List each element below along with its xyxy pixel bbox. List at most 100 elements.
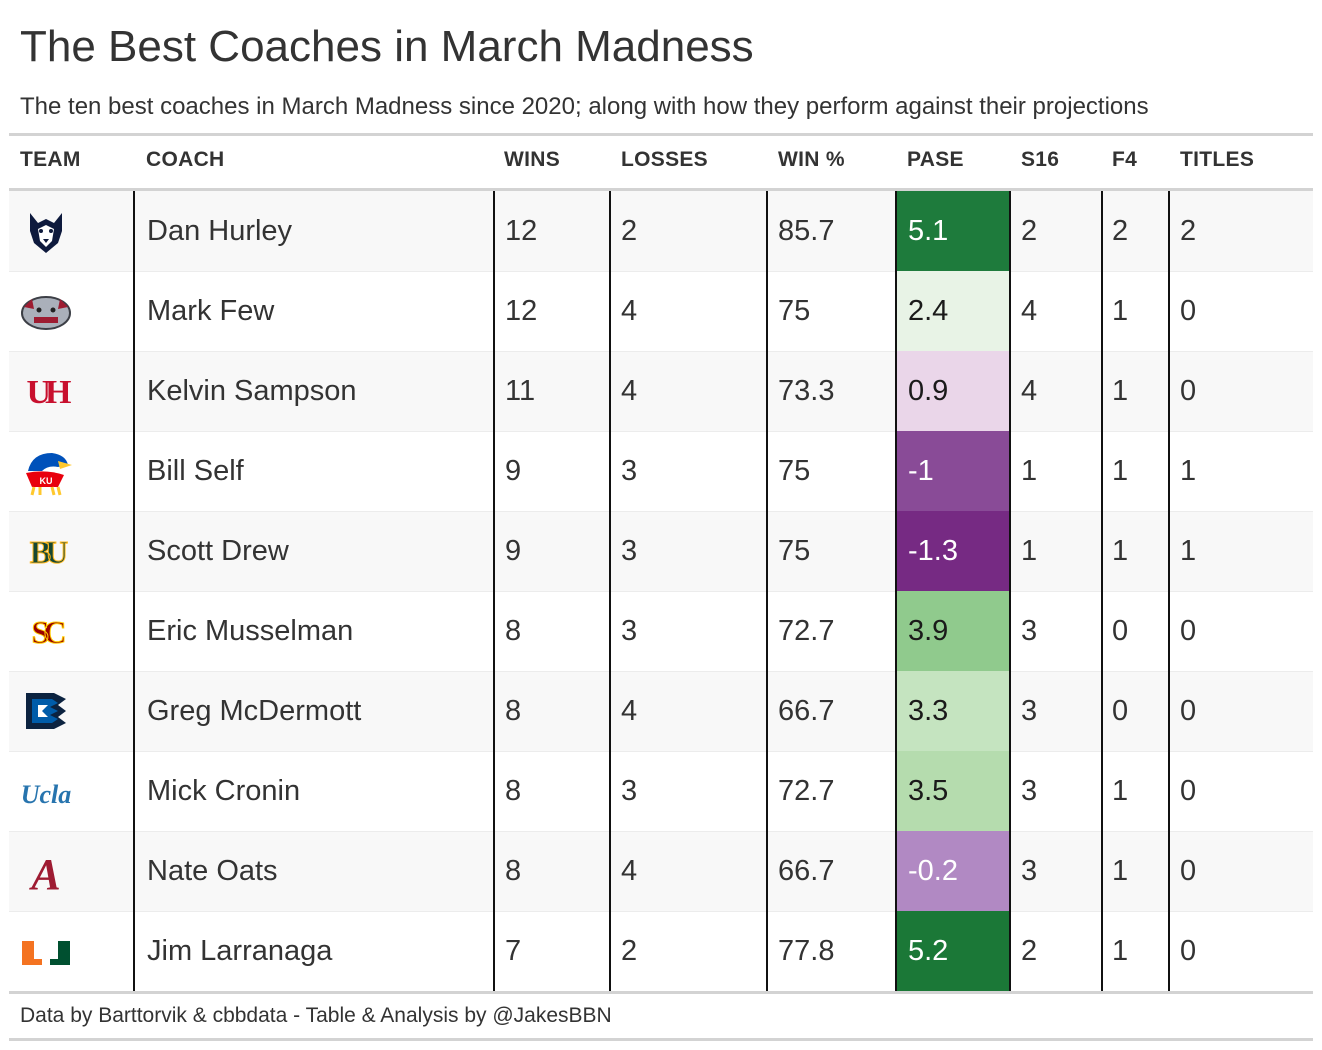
f4-value: 1 xyxy=(1112,775,1129,807)
interlocking-bu-icon: BU xyxy=(29,534,74,571)
column-header-win-pct: WIN % xyxy=(778,148,845,171)
win-pct-value: 75 xyxy=(778,535,811,567)
column-divider xyxy=(609,191,611,991)
pase-cell: 3.9 xyxy=(897,591,1009,671)
column-header-titles: TITLES xyxy=(1180,148,1255,171)
s16-value: 3 xyxy=(1021,695,1038,727)
wins-value: 11 xyxy=(505,375,536,407)
win-pct-value: 73.3 xyxy=(778,375,835,407)
titles-value: 0 xyxy=(1180,935,1197,967)
chart-title: The Best Coaches in March Madness xyxy=(20,22,754,71)
table-row xyxy=(9,271,1313,351)
table-row xyxy=(9,351,1313,431)
header-bottom-rule xyxy=(9,188,1313,191)
column-divider xyxy=(1101,191,1103,991)
column-divider xyxy=(1168,191,1170,991)
table-row xyxy=(9,511,1313,591)
column-header-losses: LOSSES xyxy=(621,148,708,171)
pase-cell: 3.3 xyxy=(897,671,1009,751)
pase-value: 2.4 xyxy=(908,295,949,327)
win-pct-value: 66.7 xyxy=(778,855,835,887)
win-pct-value: 75 xyxy=(778,455,811,487)
column-header-s16: S16 xyxy=(1021,148,1060,171)
wins-value: 12 xyxy=(505,295,538,327)
pase-value: -1 xyxy=(908,455,934,487)
bluejay-icon xyxy=(26,693,66,729)
table-row xyxy=(9,191,1313,271)
table-bottom-rule xyxy=(9,991,1313,994)
svg-text:UH: UH xyxy=(27,374,72,411)
svg-text:BU: BU xyxy=(30,534,68,570)
coach-name: Bill Self xyxy=(147,455,244,487)
losses-value: 3 xyxy=(621,535,638,567)
table-row xyxy=(9,751,1313,831)
coach-name: Mark Few xyxy=(147,295,275,327)
pase-value: -1.3 xyxy=(908,535,958,567)
f4-value: 1 xyxy=(1112,855,1129,887)
s16-value: 2 xyxy=(1021,215,1038,247)
coach-name: Jim Larranaga xyxy=(147,935,333,967)
s16-value: 4 xyxy=(1021,295,1038,327)
column-divider xyxy=(1009,191,1011,991)
pase-cell: 3.5 xyxy=(897,751,1009,831)
win-pct-value: 75 xyxy=(778,295,811,327)
losses-value: 3 xyxy=(621,615,638,647)
wins-value: 9 xyxy=(505,455,522,487)
wins-value: 9 xyxy=(505,535,522,567)
titles-value: 1 xyxy=(1180,455,1197,487)
losses-value: 3 xyxy=(621,775,638,807)
column-header-team: TEAM xyxy=(20,148,81,171)
husky-icon xyxy=(30,213,62,253)
row-divider xyxy=(9,591,1313,592)
pase-value: 3.3 xyxy=(908,695,949,727)
coach-name: Kelvin Sampson xyxy=(147,375,357,407)
interlocking-sc-icon: SC xyxy=(31,614,71,651)
pase-value: 5.1 xyxy=(908,215,949,247)
win-pct-value: 72.7 xyxy=(778,775,835,807)
ucla-script-icon: Ucla xyxy=(21,780,72,809)
column-divider xyxy=(493,191,495,991)
s16-value: 3 xyxy=(1021,615,1038,647)
wins-value: 8 xyxy=(505,615,522,647)
svg-text:A: A xyxy=(28,850,60,899)
pase-cell: -0.2 xyxy=(897,831,1009,911)
row-divider xyxy=(9,671,1313,672)
f4-value: 1 xyxy=(1112,535,1129,567)
source-note: Data by Barttorvik & cbbdata - Table & A… xyxy=(20,1004,612,1027)
titles-value: 0 xyxy=(1180,855,1197,887)
wins-value: 7 xyxy=(505,935,522,967)
wins-value: 8 xyxy=(505,775,522,807)
svg-text:Ucla: Ucla xyxy=(21,780,72,809)
f4-value: 1 xyxy=(1112,935,1129,967)
table-row xyxy=(9,671,1313,751)
pase-value: 0.9 xyxy=(908,375,949,407)
row-divider xyxy=(9,751,1313,752)
wins-value: 8 xyxy=(505,695,522,727)
pase-value: 5.2 xyxy=(908,935,949,967)
s16-value: 3 xyxy=(1021,775,1038,807)
titles-value: 1 xyxy=(1180,535,1197,567)
column-header-pase: PASE xyxy=(907,148,964,171)
s16-value: 1 xyxy=(1021,455,1038,487)
pase-value: 3.9 xyxy=(908,615,949,647)
column-divider xyxy=(895,191,897,991)
losses-value: 4 xyxy=(621,375,638,407)
column-header-f4: F4 xyxy=(1112,148,1138,171)
pase-cell: 5.2 xyxy=(897,911,1009,991)
losses-value: 4 xyxy=(621,295,638,327)
table-row xyxy=(9,911,1313,991)
script-a-icon: A xyxy=(28,850,60,899)
f4-value: 1 xyxy=(1112,455,1129,487)
jayhawk-icon: KU xyxy=(26,453,72,496)
s16-value: 1 xyxy=(1021,535,1038,567)
pase-cell: -1.3 xyxy=(897,511,1009,591)
row-divider xyxy=(9,831,1313,832)
pase-cell: 2.4 xyxy=(897,271,1009,351)
win-pct-value: 72.7 xyxy=(778,615,835,647)
chart-subtitle: The ten best coaches in March Madness si… xyxy=(20,93,1149,120)
column-header-coach: COACH xyxy=(146,148,225,171)
table-row xyxy=(9,831,1313,911)
column-header-wins: WINS xyxy=(504,148,561,171)
bulldog-icon xyxy=(21,296,71,330)
